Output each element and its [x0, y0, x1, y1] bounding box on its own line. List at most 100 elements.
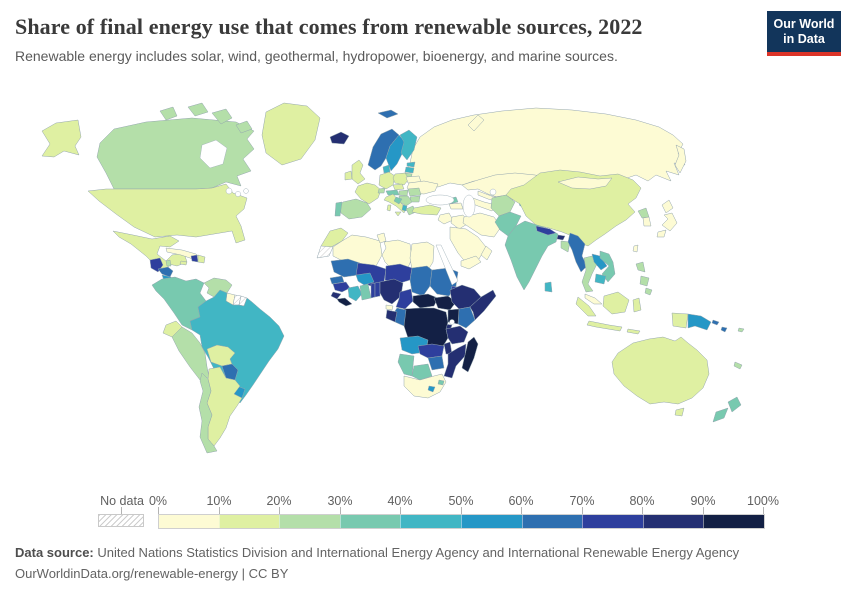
country-lesotho[interactable]: [427, 385, 436, 393]
country-indonesia-sulawesi[interactable]: [632, 297, 642, 313]
country-japan-kyushu[interactable]: [656, 229, 667, 238]
country-usa[interactable]: [87, 183, 248, 244]
country-russia-novaya-zemlya[interactable]: [467, 114, 485, 132]
country-taiwan[interactable]: [632, 244, 639, 253]
country-mozambique[interactable]: [443, 343, 467, 379]
country-indonesia-sumatra[interactable]: [575, 296, 597, 317]
country-turkey[interactable]: [411, 204, 442, 216]
legend-cell[interactable]: [521, 515, 583, 528]
country-peru[interactable]: [171, 326, 210, 381]
legend-cell[interactable]: [460, 515, 522, 528]
country-india[interactable]: [504, 220, 559, 291]
country-germany[interactable]: [378, 171, 396, 190]
country-senegal[interactable]: [329, 275, 345, 285]
country-hungary[interactable]: [398, 189, 409, 197]
country-ghana[interactable]: [359, 283, 372, 301]
country-greenland[interactable]: [261, 102, 321, 166]
country-cote-divoire[interactable]: [347, 285, 363, 302]
country-car[interactable]: [412, 293, 439, 309]
country-usa-alaska[interactable]: [41, 119, 82, 158]
legend-cell[interactable]: [159, 515, 219, 528]
country-oman[interactable]: [480, 245, 493, 261]
country-madagascar[interactable]: [461, 336, 479, 373]
country-brazil[interactable]: [189, 289, 285, 404]
country-czechia[interactable]: [392, 183, 405, 191]
country-switzerland[interactable]: [377, 187, 386, 194]
country-bhutan[interactable]: [556, 234, 566, 241]
country-denmark[interactable]: [382, 164, 391, 174]
legend-no-data-swatch[interactable]: [98, 514, 144, 527]
country-uk[interactable]: [351, 159, 366, 185]
country-saudi-arabia[interactable]: [449, 226, 487, 265]
country-indonesia-papua[interactable]: [671, 312, 689, 329]
country-australia-tasmania[interactable]: [674, 407, 685, 417]
legend-cell[interactable]: [582, 515, 643, 528]
country-south-sudan[interactable]: [433, 295, 457, 311]
country-japan-honshu[interactable]: [661, 212, 678, 232]
country-latvia[interactable]: [404, 166, 415, 174]
country-nepal[interactable]: [535, 225, 557, 236]
country-haiti[interactable]: [190, 254, 199, 263]
country-svalbard[interactable]: [377, 109, 399, 119]
legend-cell[interactable]: [642, 515, 704, 528]
country-indonesia-borneo[interactable]: [602, 291, 630, 315]
country-malaysia[interactable]: [584, 293, 603, 305]
country-papua-new-guinea[interactable]: [687, 313, 712, 331]
country-south-africa[interactable]: [403, 373, 447, 399]
country-burkina-faso[interactable]: [355, 272, 375, 286]
country-north-korea[interactable]: [637, 207, 650, 219]
country-dominican-republic[interactable]: [197, 254, 206, 264]
country-jamaica[interactable]: [179, 260, 188, 266]
country-vietnam[interactable]: [599, 250, 616, 283]
country-honduras[interactable]: [157, 266, 174, 278]
footer-note[interactable]: OurWorldinData.org/renewable-energy | CC…: [15, 566, 289, 581]
country-equatorial-guinea[interactable]: [385, 304, 394, 311]
country-chile[interactable]: [198, 372, 218, 454]
owid-logo[interactable]: Our World in Data: [767, 11, 841, 56]
country-australia[interactable]: [611, 336, 710, 405]
country-philippines-visayas[interactable]: [639, 275, 650, 287]
country-bolivia[interactable]: [206, 344, 236, 367]
country-indonesia-java[interactable]: [586, 320, 623, 332]
country-italy-sicily[interactable]: [394, 211, 402, 217]
country-belize[interactable]: [165, 259, 172, 267]
country-nigeria[interactable]: [379, 278, 404, 305]
country-new-caledonia[interactable]: [733, 361, 743, 370]
country-italy-sardinia[interactable]: [386, 204, 392, 212]
country-philippines-luzon[interactable]: [635, 261, 646, 273]
legend-cell[interactable]: [279, 515, 340, 528]
country-liberia[interactable]: [336, 297, 353, 307]
country-laos[interactable]: [591, 253, 608, 271]
country-albania[interactable]: [401, 204, 408, 212]
country-canada-arctic-4[interactable]: [235, 120, 253, 134]
country-romania[interactable]: [407, 187, 422, 197]
country-philippines-mindanao[interactable]: [644, 287, 653, 296]
legend-cell[interactable]: [400, 515, 461, 528]
country-canada[interactable]: [96, 117, 255, 190]
country-yemen[interactable]: [460, 255, 482, 270]
country-eswatini[interactable]: [437, 379, 445, 386]
country-tunisia[interactable]: [376, 232, 387, 244]
country-italy[interactable]: [383, 193, 407, 214]
country-finland[interactable]: [399, 129, 418, 161]
country-egypt[interactable]: [409, 241, 435, 271]
country-solomon-islands-2[interactable]: [720, 326, 728, 333]
country-sierra-leone[interactable]: [330, 291, 342, 300]
country-canada-arctic-1[interactable]: [159, 106, 178, 121]
country-western-sahara[interactable]: [316, 245, 334, 259]
country-benin[interactable]: [374, 281, 381, 298]
country-solomon-islands-1[interactable]: [711, 319, 720, 326]
country-indonesia-lesser-sunda[interactable]: [626, 328, 641, 335]
country-france[interactable]: [354, 182, 382, 205]
country-new-zealand-north[interactable]: [727, 396, 742, 413]
country-sri-lanka[interactable]: [544, 281, 553, 293]
country-mongolia[interactable]: [557, 176, 613, 190]
country-portugal[interactable]: [334, 201, 343, 217]
country-japan-hokkaido[interactable]: [661, 199, 674, 214]
country-south-korea[interactable]: [642, 216, 652, 227]
country-ireland[interactable]: [344, 170, 353, 181]
country-chad[interactable]: [409, 265, 433, 297]
country-canada-arctic-2[interactable]: [187, 102, 209, 117]
country-iran[interactable]: [462, 212, 502, 238]
country-zambia[interactable]: [417, 343, 445, 359]
